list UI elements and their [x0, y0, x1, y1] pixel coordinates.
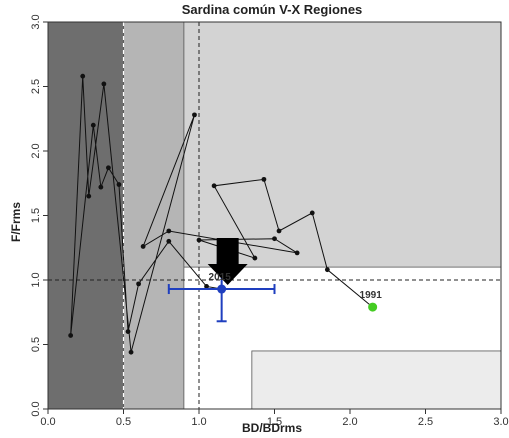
y-tick-label: 3.0 [30, 14, 42, 29]
trajectory-point [90, 122, 96, 128]
y-tick-label: 1.5 [30, 208, 42, 223]
trajectory-point [294, 250, 300, 256]
trajectory-point [86, 193, 92, 199]
x-tick-label: 1.0 [191, 416, 206, 428]
trajectory-layer [68, 73, 376, 355]
trajectory-point [140, 244, 146, 249]
x-axis-label: BD/BDrms [242, 421, 302, 435]
trajectory-point [204, 284, 209, 289]
y-tick-label: 1.0 [30, 272, 42, 287]
trajectory-point [192, 112, 197, 118]
trajectory-point [309, 210, 315, 216]
special-points [207, 238, 378, 312]
year-label: 1991 [360, 290, 383, 301]
trajectory-point [261, 176, 267, 182]
x-tick-label: 2.5 [418, 416, 433, 428]
trajectory-point [252, 255, 258, 261]
trajectory-point [166, 238, 172, 244]
annotations: 1991 2015 [209, 272, 383, 301]
trajectory-point [80, 73, 86, 79]
trajectory-point [68, 333, 74, 338]
trajectory-point [272, 236, 277, 242]
trajectory-point [166, 228, 172, 234]
trajectory-point [128, 349, 134, 355]
x-axis: 0.0 0.5 1.0 1.5 2.0 2.5 3.0 [40, 409, 509, 428]
trajectory-point [98, 184, 104, 190]
x-tick-label: 0.5 [116, 416, 131, 428]
chart-title: Sardina común V-X Regiones [182, 2, 363, 17]
current-point [217, 284, 227, 294]
trajectory-point [125, 329, 131, 334]
trajectory-point [324, 267, 330, 273]
zone-collapse [47, 21, 124, 410]
reference-lines [48, 22, 501, 409]
x-tick-label: 3.0 [493, 416, 508, 428]
zone-underexploited [251, 350, 502, 410]
y-axis-label: F/Frms [9, 202, 23, 242]
y-tick-label: 2.5 [30, 79, 42, 94]
trajectory-point [106, 165, 111, 171]
y-tick-label: 0.5 [30, 337, 42, 352]
trajectory-point [116, 182, 122, 187]
y-tick-label: 2.0 [30, 143, 42, 158]
y-tick-label: 0.0 [30, 401, 42, 416]
trajectory-point [136, 281, 142, 287]
x-tick-label: 2.0 [342, 416, 357, 428]
x-tick-label: 0.0 [40, 416, 55, 428]
trajectory-point [276, 228, 282, 234]
year-label: 2015 [209, 272, 232, 283]
zone-overfishing [183, 21, 502, 268]
trajectory-point [196, 237, 202, 243]
trajectory-point [101, 81, 107, 87]
trajectory-point [211, 183, 217, 189]
x-tick-label: 1.5 [267, 416, 282, 428]
pointer-arrow-icon [207, 238, 248, 286]
first-point [368, 302, 378, 312]
y-axis: 0.0 0.5 1.0 1.5 2.0 2.5 3.0 [30, 14, 48, 417]
trajectory-line [70, 76, 373, 353]
